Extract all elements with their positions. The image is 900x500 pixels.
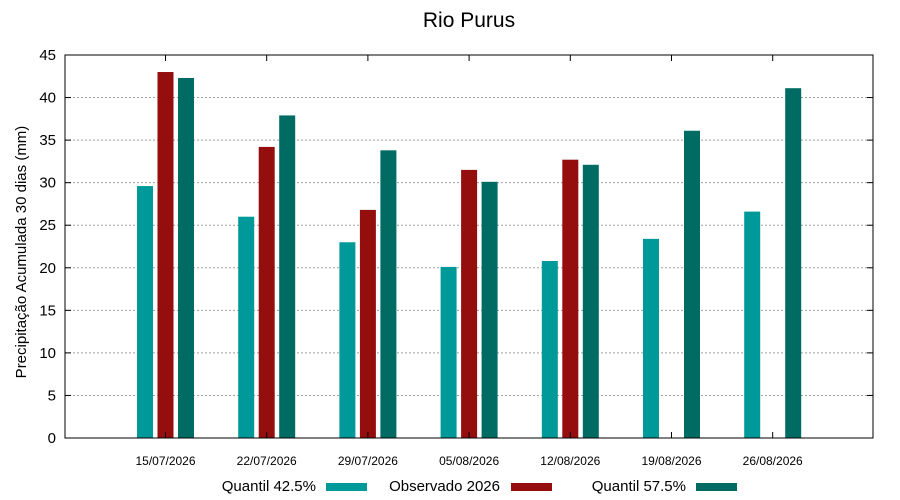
bar-3-6	[684, 130, 700, 438]
x-tick-label: 22/07/2026	[237, 454, 297, 468]
bar-2-1	[157, 72, 174, 439]
y-tick-label: 0	[48, 430, 56, 447]
x-tick-label: 15/07/2026	[135, 454, 195, 468]
bar-1-1	[137, 186, 153, 438]
bar-3-5	[582, 164, 599, 438]
bar-2-4	[461, 169, 478, 438]
legend-label-2: Observado 2026	[389, 478, 500, 495]
x-tick-label: 05/08/2026	[439, 454, 499, 468]
legend: Quantil 42.5% Observado 2026 Quantil 57.5%	[222, 478, 737, 495]
bar-3-2	[279, 115, 296, 438]
x-tick-label: 26/08/2026	[743, 454, 803, 468]
chart-title: Rio Purus	[423, 9, 515, 32]
y-tick-label: 30	[39, 175, 56, 192]
bar-1-3	[339, 242, 356, 438]
y-tick-label: 5	[48, 387, 56, 404]
x-tick-label: 12/08/2026	[540, 454, 600, 468]
legend-label-1: Quantil 42.5%	[222, 478, 316, 495]
y-tick-label: 45	[39, 47, 56, 64]
x-tick-label: 19/08/2026	[641, 454, 701, 468]
y-tick-label: 35	[39, 132, 56, 149]
y-tick-label: 15	[39, 302, 56, 319]
bar-1-4	[440, 266, 457, 438]
y-tick-label: 40	[39, 90, 56, 107]
y-axis-label: Precipitação Acumulada 30 dias (mm)	[13, 126, 30, 379]
bar-3-7	[785, 88, 802, 439]
y-tick-label: 10	[39, 345, 56, 362]
bar-1-5	[541, 260, 558, 438]
bar-1-7	[744, 211, 761, 438]
bar-2-2	[258, 146, 275, 439]
bar-1-6	[643, 238, 659, 438]
legend-label-3: Quantil 57.5%	[592, 478, 686, 495]
bar-2-3	[359, 209, 376, 438]
legend-swatch-1	[326, 483, 367, 491]
axes: 0 5 10 15 20 25 30 35 40 45 15/07/2026 22/07/2026 29…	[39, 47, 873, 468]
y-tick-label: 20	[39, 260, 56, 277]
legend-swatch-2	[511, 483, 552, 491]
bar-2-5	[562, 159, 579, 439]
bar-3-1	[178, 77, 194, 438]
bar-3-4	[481, 181, 498, 438]
bar-1-2	[238, 216, 255, 438]
x-tick-label: 29/07/2026	[338, 454, 398, 468]
bar-3-3	[380, 150, 397, 438]
bars	[137, 72, 802, 439]
legend-swatch-3	[696, 483, 737, 491]
y-tick-label: 25	[39, 217, 56, 234]
